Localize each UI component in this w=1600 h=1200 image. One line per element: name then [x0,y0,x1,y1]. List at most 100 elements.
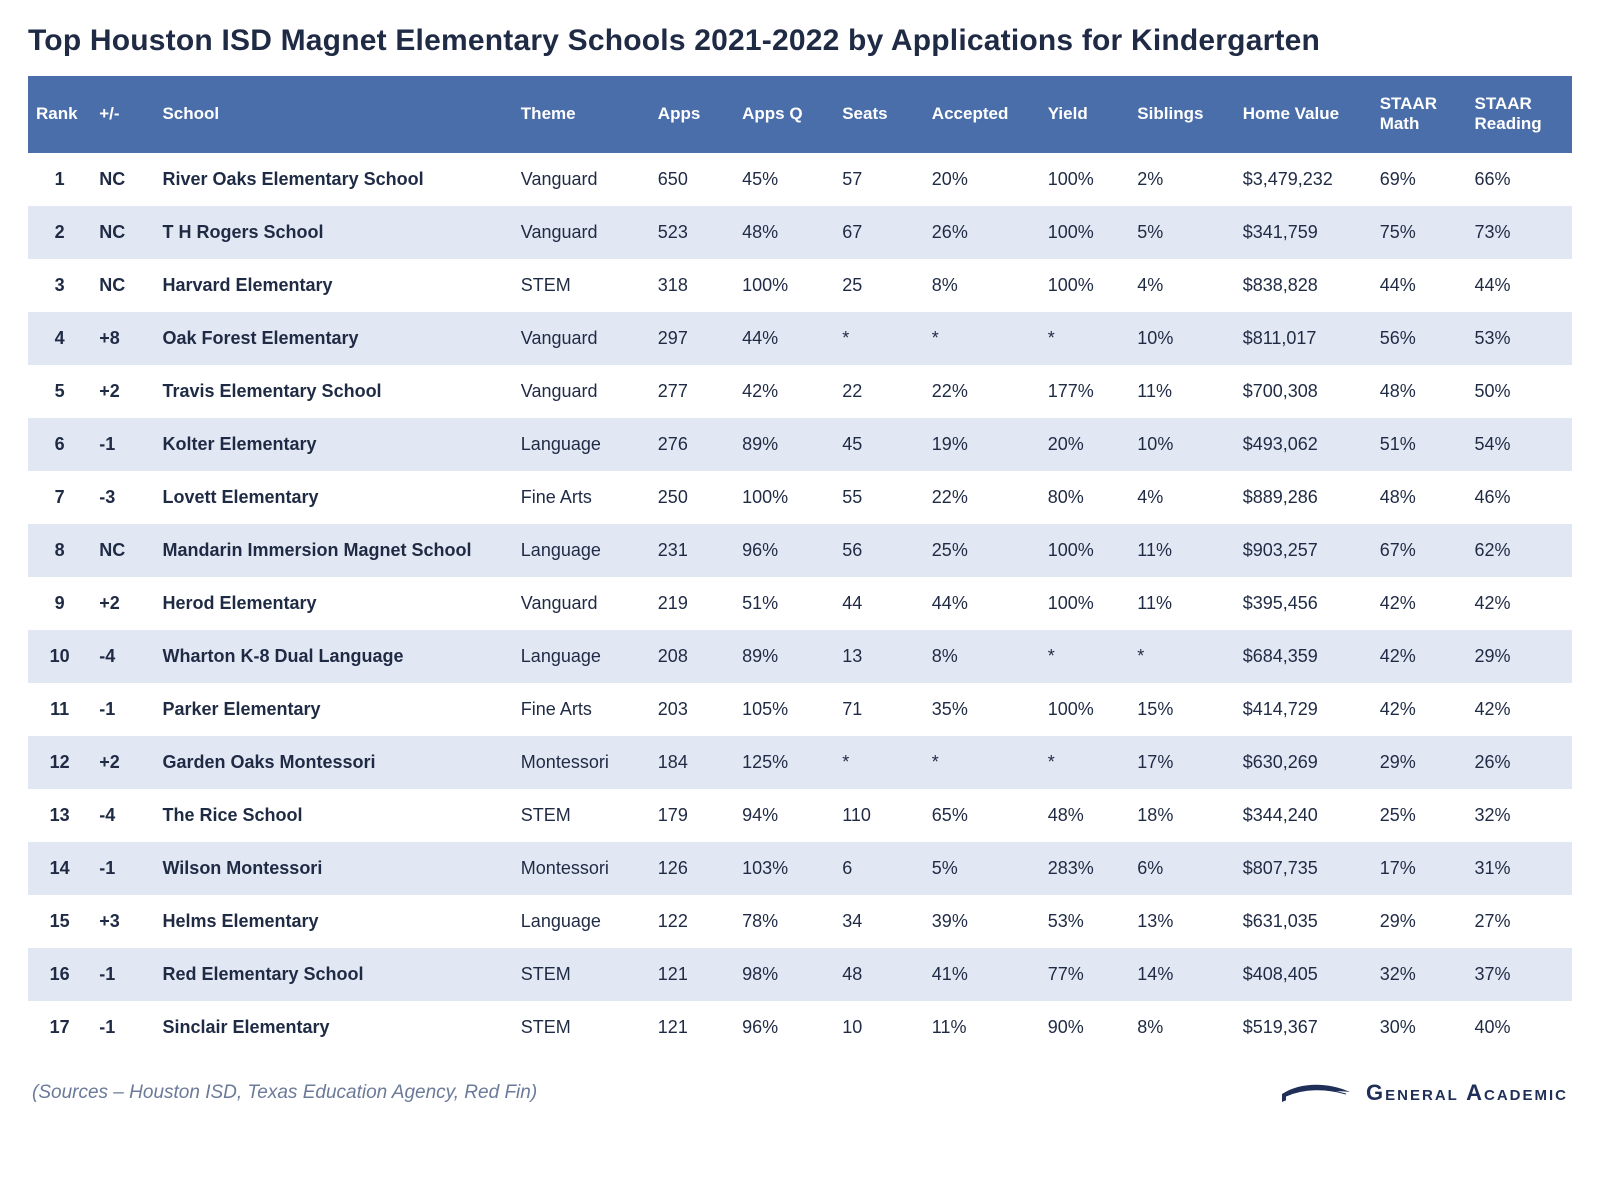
cell-seats: 71 [834,683,924,736]
cell-school: Lovett Elementary [154,471,512,524]
table-row: 9+2Herod ElementaryVanguard21951%4444%10… [28,577,1572,630]
cell-rank: 5 [28,365,91,418]
cell-delta: NC [91,153,154,206]
cell-siblings: 11% [1129,577,1234,630]
cell-yield: 100% [1040,153,1130,206]
cell-accepted: 39% [924,895,1040,948]
cell-delta: NC [91,206,154,259]
cell-math: 75% [1372,206,1467,259]
cell-theme: Language [513,418,650,471]
cell-reading: 53% [1467,312,1572,365]
cell-math: 30% [1372,1001,1467,1054]
cell-accepted: 35% [924,683,1040,736]
cell-appsq: 89% [734,630,834,683]
cell-yield: 100% [1040,577,1130,630]
cell-seats: 44 [834,577,924,630]
cell-siblings: 13% [1129,895,1234,948]
cell-seats: 56 [834,524,924,577]
cell-delta: -4 [91,789,154,842]
cell-reading: 73% [1467,206,1572,259]
cell-reading: 31% [1467,842,1572,895]
cell-theme: Vanguard [513,153,650,206]
cell-siblings: 10% [1129,312,1234,365]
cell-accepted: 22% [924,471,1040,524]
cell-reading: 27% [1467,895,1572,948]
cell-theme: Vanguard [513,312,650,365]
cell-accepted: 26% [924,206,1040,259]
cell-yield: 100% [1040,206,1130,259]
cell-siblings: 18% [1129,789,1234,842]
cell-accepted: 20% [924,153,1040,206]
cell-siblings: 11% [1129,524,1234,577]
cell-theme: Language [513,524,650,577]
cell-home: $631,035 [1235,895,1372,948]
cell-seats: 110 [834,789,924,842]
cell-appsq: 100% [734,259,834,312]
cell-appsq: 44% [734,312,834,365]
cell-school: Parker Elementary [154,683,512,736]
cell-home: $807,735 [1235,842,1372,895]
cell-theme: STEM [513,1001,650,1054]
cell-seats: 25 [834,259,924,312]
cell-yield: 177% [1040,365,1130,418]
cell-math: 25% [1372,789,1467,842]
cell-reading: 29% [1467,630,1572,683]
cell-rank: 15 [28,895,91,948]
cell-apps: 276 [650,418,734,471]
cell-appsq: 98% [734,948,834,1001]
cell-math: 48% [1372,365,1467,418]
cell-theme: STEM [513,948,650,1001]
cell-apps: 231 [650,524,734,577]
cell-rank: 1 [28,153,91,206]
cell-delta: -4 [91,630,154,683]
cell-apps: 219 [650,577,734,630]
cell-siblings: 17% [1129,736,1234,789]
cell-accepted: 44% [924,577,1040,630]
cell-apps: 250 [650,471,734,524]
cell-seats: 10 [834,1001,924,1054]
cell-appsq: 96% [734,524,834,577]
table-row: 13-4The Rice SchoolSTEM17994%11065%48%18… [28,789,1572,842]
cell-accepted: * [924,312,1040,365]
cell-apps: 208 [650,630,734,683]
table-row: 12+2Garden Oaks MontessoriMontessori1841… [28,736,1572,789]
cell-accepted: * [924,736,1040,789]
cell-apps: 121 [650,948,734,1001]
cell-delta: -1 [91,948,154,1001]
cell-reading: 37% [1467,948,1572,1001]
cell-rank: 2 [28,206,91,259]
brand-name: General Academic [1366,1080,1568,1106]
cell-siblings: 5% [1129,206,1234,259]
cell-seats: * [834,312,924,365]
cell-siblings: 15% [1129,683,1234,736]
cell-appsq: 42% [734,365,834,418]
cell-home: $684,359 [1235,630,1372,683]
cell-rank: 11 [28,683,91,736]
cell-school: Red Elementary School [154,948,512,1001]
col-math: STAAR Math [1372,76,1467,153]
cell-yield: 53% [1040,895,1130,948]
cell-rank: 6 [28,418,91,471]
cell-delta: -1 [91,842,154,895]
cell-school: Wharton K-8 Dual Language [154,630,512,683]
cell-yield: * [1040,312,1130,365]
cell-apps: 277 [650,365,734,418]
cell-theme: Vanguard [513,577,650,630]
cell-accepted: 5% [924,842,1040,895]
page-title: Top Houston ISD Magnet Elementary School… [28,24,1572,58]
cell-seats: * [834,736,924,789]
cell-delta: +3 [91,895,154,948]
cell-apps: 318 [650,259,734,312]
cell-appsq: 94% [734,789,834,842]
cell-yield: 77% [1040,948,1130,1001]
cell-delta: -1 [91,683,154,736]
cell-accepted: 8% [924,630,1040,683]
cell-delta: +8 [91,312,154,365]
cell-math: 42% [1372,577,1467,630]
cell-seats: 6 [834,842,924,895]
cell-apps: 203 [650,683,734,736]
col-school: School [154,76,512,153]
col-seats: Seats [834,76,924,153]
cell-reading: 42% [1467,577,1572,630]
cell-rank: 16 [28,948,91,1001]
